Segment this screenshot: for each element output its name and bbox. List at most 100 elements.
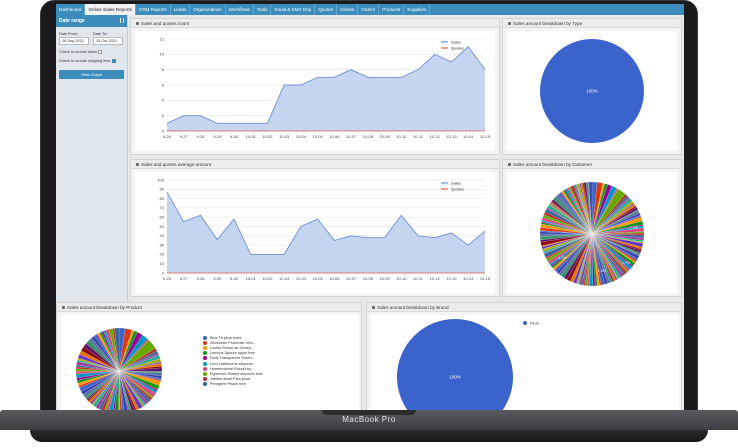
chart-icon [136, 163, 139, 166]
legend-swatch [203, 351, 207, 356]
average-chart-svg: 0 10 20 30 40 50 60 70 80 90 100 9-26 9-27 9-28 9-29 9-… [157, 177, 491, 281]
pie-slice-label: 100% [586, 89, 598, 94]
legend-swatch [203, 371, 207, 376]
legend-item: Egremont Russet stepover tree [203, 371, 263, 376]
customer-pie-body: 1.7% 1.1% 4.7% 1.7% 1.0% [507, 172, 677, 293]
x-tick-label: 10-10 [396, 276, 407, 281]
x-tick-label: 9-26 [163, 276, 172, 281]
x-tick-label: 10-01 [246, 276, 257, 281]
nav-tab-clients[interactable]: Clients [337, 4, 359, 15]
customer-pie-panel: Sales amount breakdown by Customer 1.7% 1… [502, 159, 682, 297]
customer-pie-svg: 1.7% 1.1% 4.7% 1.7% 1.0% [530, 181, 645, 287]
legend-swatch [523, 321, 527, 325]
product-pie-slice [118, 370, 120, 410]
nav-tab-leads[interactable]: Leads [171, 4, 191, 15]
date-from-input[interactable]: 26-Sep-2021 [59, 37, 89, 45]
y-tick-label: 10 [160, 261, 165, 266]
legend-swatch [203, 377, 207, 382]
customer-pie-slice [588, 181, 593, 235]
x-tick-label: 10-08 [363, 134, 374, 139]
y-tick-label: 50 [160, 224, 165, 229]
average-chart-title: Sales and quotes average amount [141, 162, 211, 167]
x-tick-label: 9-27 [180, 134, 189, 139]
x-tick-label: 9-27 [180, 276, 189, 281]
laptop-base: MacBook Pro [0, 410, 738, 448]
nav-tab-tools[interactable]: Tools [254, 4, 272, 15]
x-tick-label: 10-08 [363, 276, 374, 281]
pie-slice-label: 100% [449, 375, 461, 380]
y-tick-label: 0 [162, 270, 165, 275]
product-pie-slice [109, 370, 120, 410]
shipping-label: Check to include shipping fees [59, 59, 111, 63]
taxes-option[interactable]: Check to include taxes [56, 50, 127, 54]
count-chart-title: Sales and quotes count [141, 21, 190, 26]
collapse-icon[interactable] [120, 18, 124, 23]
sales-line [166, 191, 486, 255]
x-tick-label: 10-12 [430, 134, 441, 139]
x-tick-label: 10-07 [346, 276, 357, 281]
app-screen: Dashboard Online Sales Reports CRM Reports… [56, 4, 684, 410]
view-graph-button[interactable]: View Graph [59, 70, 124, 79]
legend-item: Jubilee dwarf Pico plum [203, 377, 263, 382]
pie-icon [62, 306, 65, 309]
sales-area [167, 192, 485, 273]
x-tick-label: 10-15 [480, 134, 491, 139]
legend-swatch [203, 361, 207, 366]
taxes-checkbox[interactable] [98, 50, 103, 54]
product-pie-slice [118, 370, 137, 410]
x-tick-label: 10-02 [262, 276, 273, 281]
x-tick-label: 9-30 [230, 276, 239, 281]
pie-slice-label: 1.0% [598, 269, 607, 273]
product-pie-body: Blue Tit plum trees Worcester Pearmain mi… [61, 315, 359, 410]
sales-area [167, 46, 485, 131]
nav-tab-crm-reports[interactable]: CRM Reports [136, 4, 171, 15]
average-chart-panel: Sales and quotes average amount 0 10 20 30 4… [130, 159, 500, 297]
x-tick-label: 10-07 [346, 134, 357, 139]
shipping-checkbox[interactable] [111, 59, 116, 63]
x-tick-label: 10-10 [396, 134, 407, 139]
nav-tab-products[interactable]: Products [379, 4, 405, 15]
type-pie-title: Sales amount breakdown by Type [513, 21, 583, 26]
product-pie-title: Sales amount breakdown by Product [67, 305, 143, 310]
x-tick-label: 10-05 [313, 276, 324, 281]
nav-tab-email-sms-drip[interactable]: Email & SMS Drip [271, 4, 316, 15]
legend-label: Lord Lambourne stepover [210, 361, 254, 366]
date-to-label: Date To: [93, 32, 108, 36]
y-tick-label: 2 [162, 113, 165, 118]
type-pie-panel: Sales amount breakdown by Type 100% [502, 18, 682, 155]
product-pie-slice [118, 370, 125, 410]
y-tick-label: 10 [160, 52, 165, 57]
legend-item: Lord Lambourne stepover [203, 361, 263, 366]
shipping-option[interactable]: Check to include shipping fees [56, 59, 127, 63]
legend-item: Worcester Pearmain mini... [203, 340, 263, 345]
date-to-input[interactable]: 15-Oct-2021 [93, 37, 123, 45]
pie-icon [508, 163, 511, 166]
x-tick-label: 10-02 [262, 134, 273, 139]
x-tick-label: 10-09 [379, 276, 390, 281]
chart-icon [136, 22, 139, 25]
sales-line [166, 45, 486, 124]
x-tick-label: 10-11 [413, 134, 424, 139]
nav-tab-online-sales-reports[interactable]: Online Sales Reports [85, 4, 136, 15]
product-pie-slice [118, 370, 130, 410]
taxes-label: Check to include taxes [59, 50, 98, 54]
x-tick-label: 10-05 [313, 134, 324, 139]
legend-item: Louise Bonne de Jersey... [203, 345, 263, 350]
product-pie-slice [118, 370, 139, 410]
y-tick-label: 100 [157, 177, 164, 182]
nav-tab-suppliers[interactable]: Suppliers [404, 4, 431, 15]
pie-slice-label: 1.1% [630, 226, 639, 230]
legend-swatch [203, 340, 207, 345]
nav-tab-dashboard[interactable]: Dashboard [56, 4, 86, 15]
pie-icon [508, 22, 511, 25]
legend-label: Worcester Pearmain mini... [210, 340, 256, 345]
nav-tab-quotes[interactable]: Quotes [315, 4, 338, 15]
nav-tab-organizations[interactable]: Organizations [190, 4, 226, 15]
x-tick-label: 10-04 [296, 134, 307, 139]
y-tick-label: 40 [160, 233, 165, 238]
nav-tab-workflows[interactable]: Workflows [226, 4, 254, 15]
legend-label: Quotes [451, 186, 464, 191]
nav-tab-orders[interactable]: Orders [358, 4, 380, 15]
pie-slice-label: 1.7% [622, 261, 631, 265]
